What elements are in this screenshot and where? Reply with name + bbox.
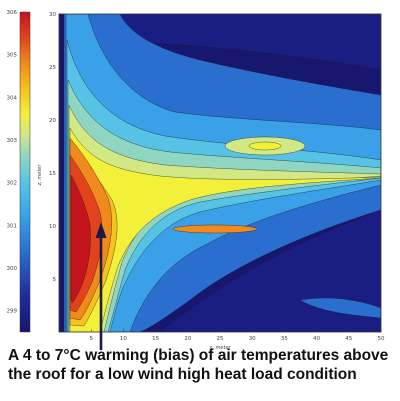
x-tick-label: 45: [345, 336, 352, 342]
caption-line-2: the roof for a low wind high heat load c…: [8, 366, 357, 383]
caption-line-1: A 4 to 7°C warming (bias) of air tempera…: [8, 347, 389, 364]
colorbar-tick-label: 306: [7, 10, 18, 16]
colorbar-tick-label: 301: [7, 223, 18, 229]
colorbar-ramp: [19, 11, 31, 333]
contour-band-303: [69, 127, 381, 332]
colorbar-tick-label: 305: [7, 53, 18, 59]
colorbar-tick-label: 299: [7, 309, 18, 315]
x-tick-label: 10: [120, 336, 127, 342]
contour-band-300-bottom: [299, 297, 381, 319]
x-tick-label: 30: [249, 336, 256, 342]
y-tick-label: 5: [53, 277, 57, 283]
x-tick-label: 25: [217, 336, 224, 342]
x-tick-label: 15: [152, 336, 159, 342]
x-axis-ticks: 5 10 15 20 25 30 35 40 45 50: [89, 329, 385, 342]
y-tick-label: 20: [49, 118, 56, 124]
x-tick-label: 35: [281, 336, 288, 342]
contour-plot: 5 10 15 20 25 30 35 40 45 50 5 10 15 20 25 30 x, meter…: [37, 12, 385, 351]
contour-island-core: [248, 141, 282, 151]
colorbar-tick-label: 302: [7, 181, 18, 187]
x-tick-label: 20: [184, 336, 191, 342]
figure-caption: A 4 to 7°C warming (bias) of air tempera…: [8, 346, 398, 384]
x-axis-label: x, meter: [208, 345, 231, 351]
contour-band-306: [70, 174, 91, 304]
colorbar-ticks: 299 300 301 302 303 304 305 306: [7, 10, 18, 315]
y-tick-label: 15: [49, 171, 56, 177]
x-tick-label: 50: [378, 336, 385, 342]
contour-streak: [172, 224, 258, 234]
colorbar-tick-label: 300: [7, 266, 18, 272]
colorbar: 299 300 301 302 303 304 305 306: [7, 10, 31, 333]
y-tick-label: 25: [49, 65, 56, 71]
y-tick-label: 10: [49, 224, 56, 230]
colorbar-tick-label: 303: [7, 138, 18, 144]
y-axis-ticks: 5 10 15 20 25 30: [49, 12, 62, 283]
y-axis-label: z, meter: [37, 164, 43, 187]
colorbar-tick-label: 304: [7, 95, 18, 101]
x-tick-label: 5: [89, 336, 93, 342]
annotation-arrow: [95, 222, 107, 350]
x-tick-label: 40: [313, 336, 320, 342]
y-tick-label: 30: [49, 12, 56, 18]
